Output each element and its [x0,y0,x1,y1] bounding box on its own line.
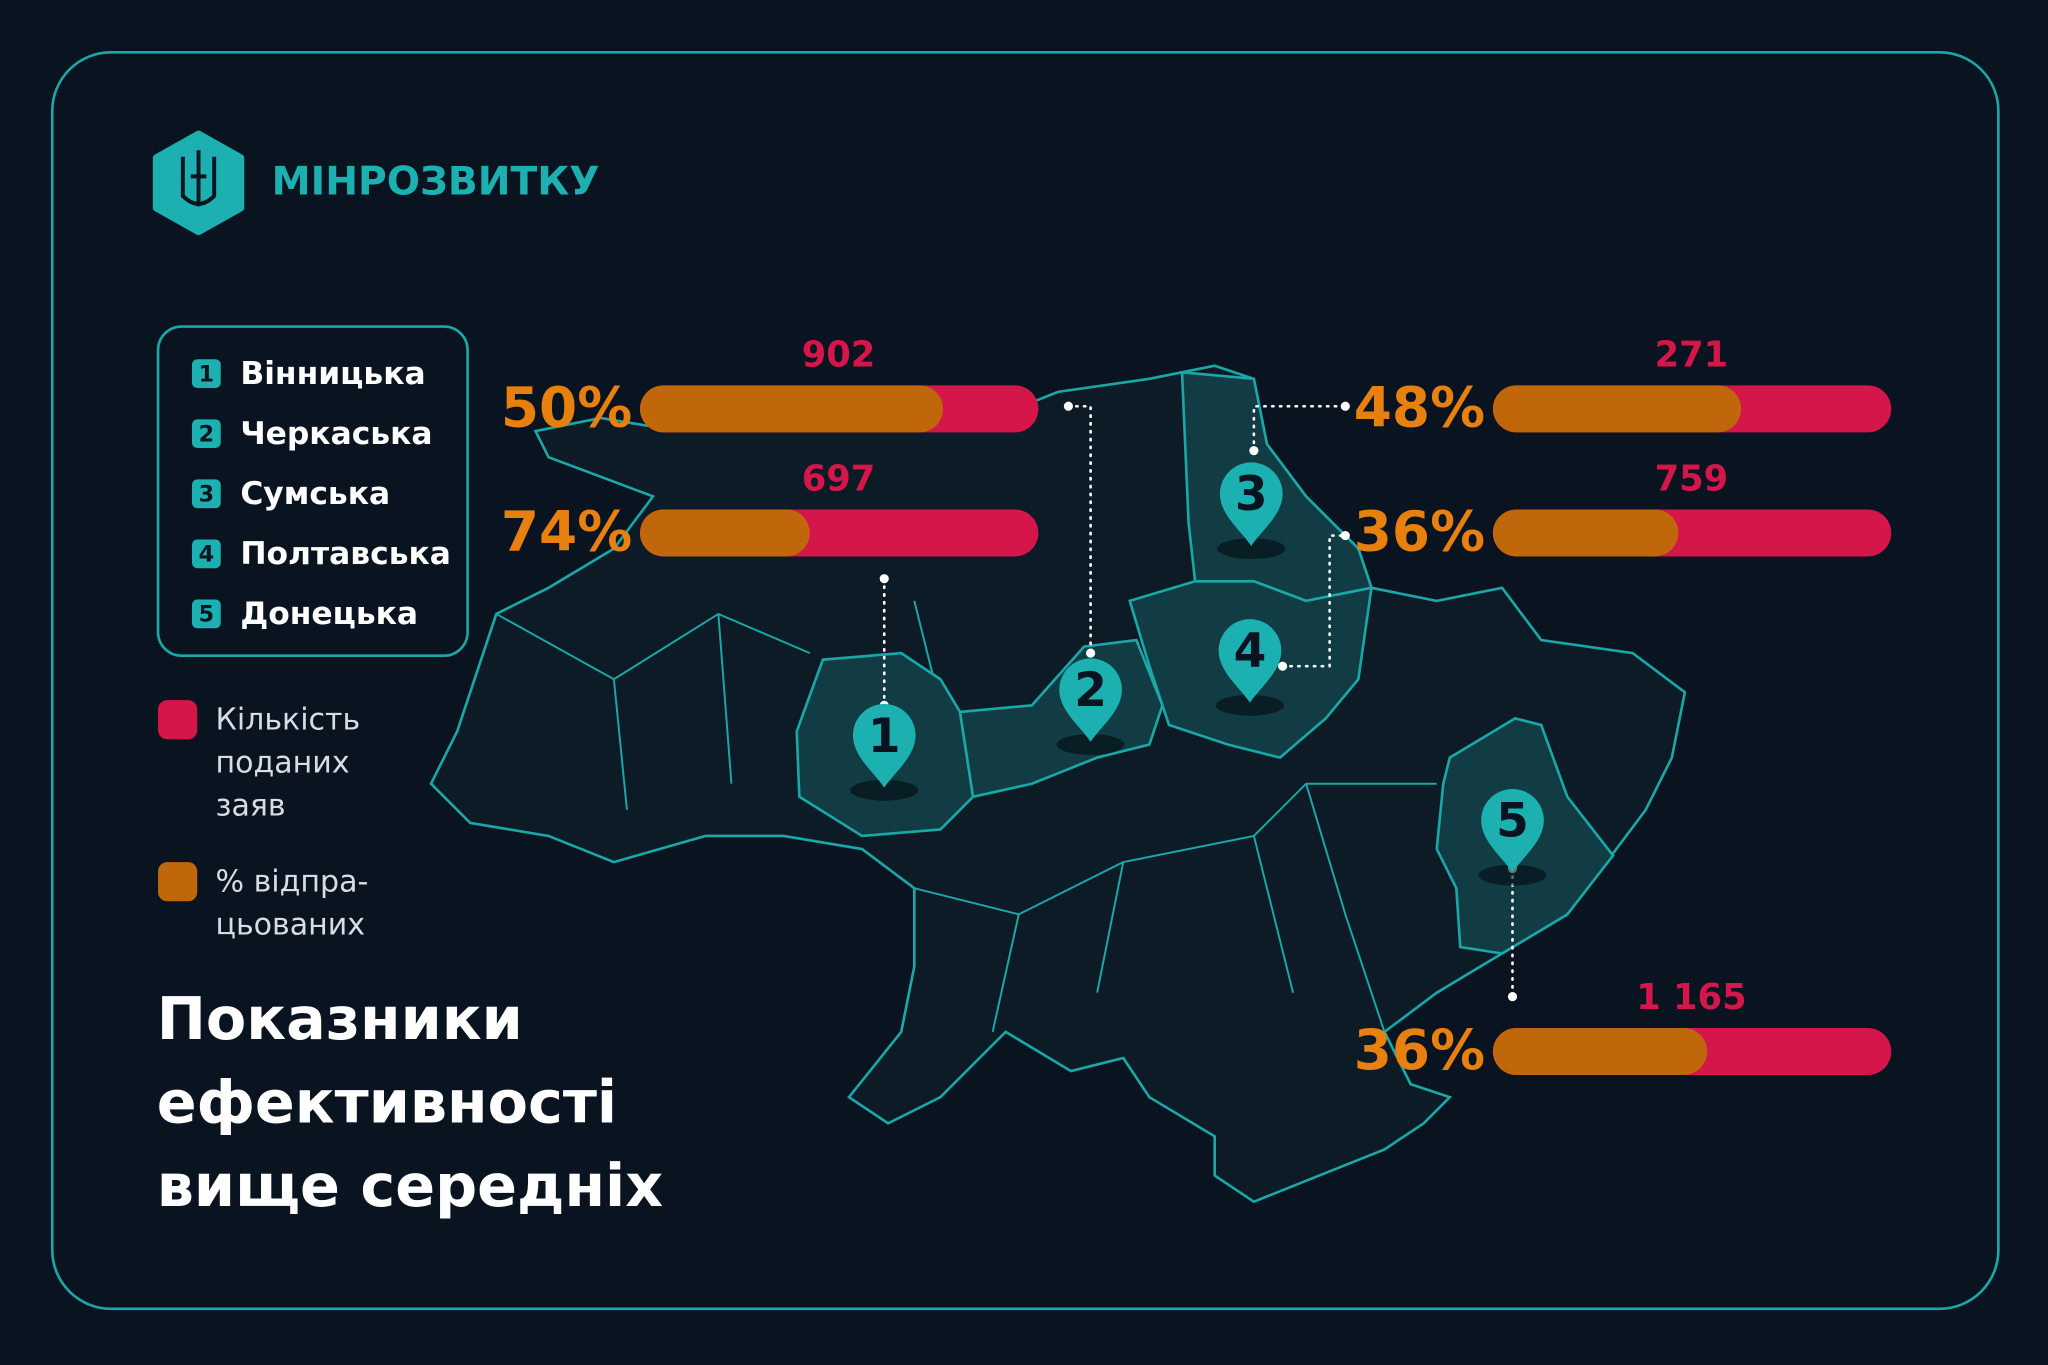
percent-label: 48% [1354,376,1485,440]
region-name: Донецька [240,596,418,632]
map-pin [1059,658,1122,742]
connector-dot [1278,661,1288,671]
logo-text: МІНРОЗВИТКУ [272,160,600,205]
count-label: 902 [802,335,876,376]
map-pin [852,704,916,788]
percent-label: 36% [1354,1018,1485,1082]
pin-number: 4 [1234,624,1267,679]
frame [50,50,2000,1311]
region-name: Полтавська [240,536,451,572]
percent-label: 50% [501,376,632,440]
pin-number: 2 [1074,663,1107,718]
region-name: Черкаська [240,416,432,452]
region-badge-number: 5 [199,602,214,628]
legend-label: цьованих [216,908,366,943]
count-label: 697 [802,459,876,500]
count-label: 1 165 [1636,977,1746,1018]
legend-swatch [158,862,198,902]
percent-bar [1492,1027,1708,1075]
percent-bar [640,509,810,557]
pin-number: 3 [1235,467,1268,522]
legend-label: % відпра- [216,864,369,899]
connector [1281,534,1347,668]
map-pin [1219,462,1283,547]
percent-bar [1492,385,1742,433]
percent-bar [1492,509,1679,557]
percent-label: 36% [1354,500,1485,564]
region-borders [495,600,1437,1033]
connector-dot [1086,648,1096,658]
connector-dot [879,574,889,584]
region-badge [192,479,221,509]
logo-trident [180,150,217,207]
legend-label: Кількість [216,703,361,738]
title-line: вище середніх [157,1151,663,1220]
pin-number: 5 [1496,794,1529,849]
connector-dot [1249,446,1259,456]
legend-label: заяв [216,789,286,824]
region-name: Сумська [240,476,390,512]
region-badge [192,599,221,629]
connector-dot [1340,401,1350,411]
logo: МІНРОЗВИТКУ [152,130,600,236]
pin-shadow [1056,734,1125,755]
region-badge [192,359,221,388]
count-label: 271 [1655,335,1729,376]
region-badge-number: 2 [199,421,214,447]
percent-label: 74% [501,500,632,564]
region-badge [192,539,221,569]
connector-dot [1063,401,1073,411]
region-badge-number: 3 [199,482,214,508]
map-pin [1218,619,1282,703]
region-badge [192,419,221,449]
region-badge-number: 1 [199,361,214,387]
pin-shadow [850,779,919,801]
percent-bar [640,385,944,433]
count-label: 759 [1655,459,1729,500]
pin-number: 1 [868,709,901,764]
legend-label: поданих [216,746,350,781]
region-badge-number: 4 [199,542,214,568]
region-name: Вінницька [240,356,425,392]
pin-shadow [1478,864,1547,886]
region-legend-box [156,325,469,658]
pin-shadow [1217,538,1286,560]
connector [1252,404,1347,452]
legend-swatch [158,700,198,740]
title-line: Показники [157,984,523,1053]
title-line: ефективності [157,1067,617,1136]
pin-shadow [1216,694,1284,716]
connector-dot [1340,530,1350,541]
map-pin [1481,788,1544,873]
connector-dot [1507,992,1518,1002]
